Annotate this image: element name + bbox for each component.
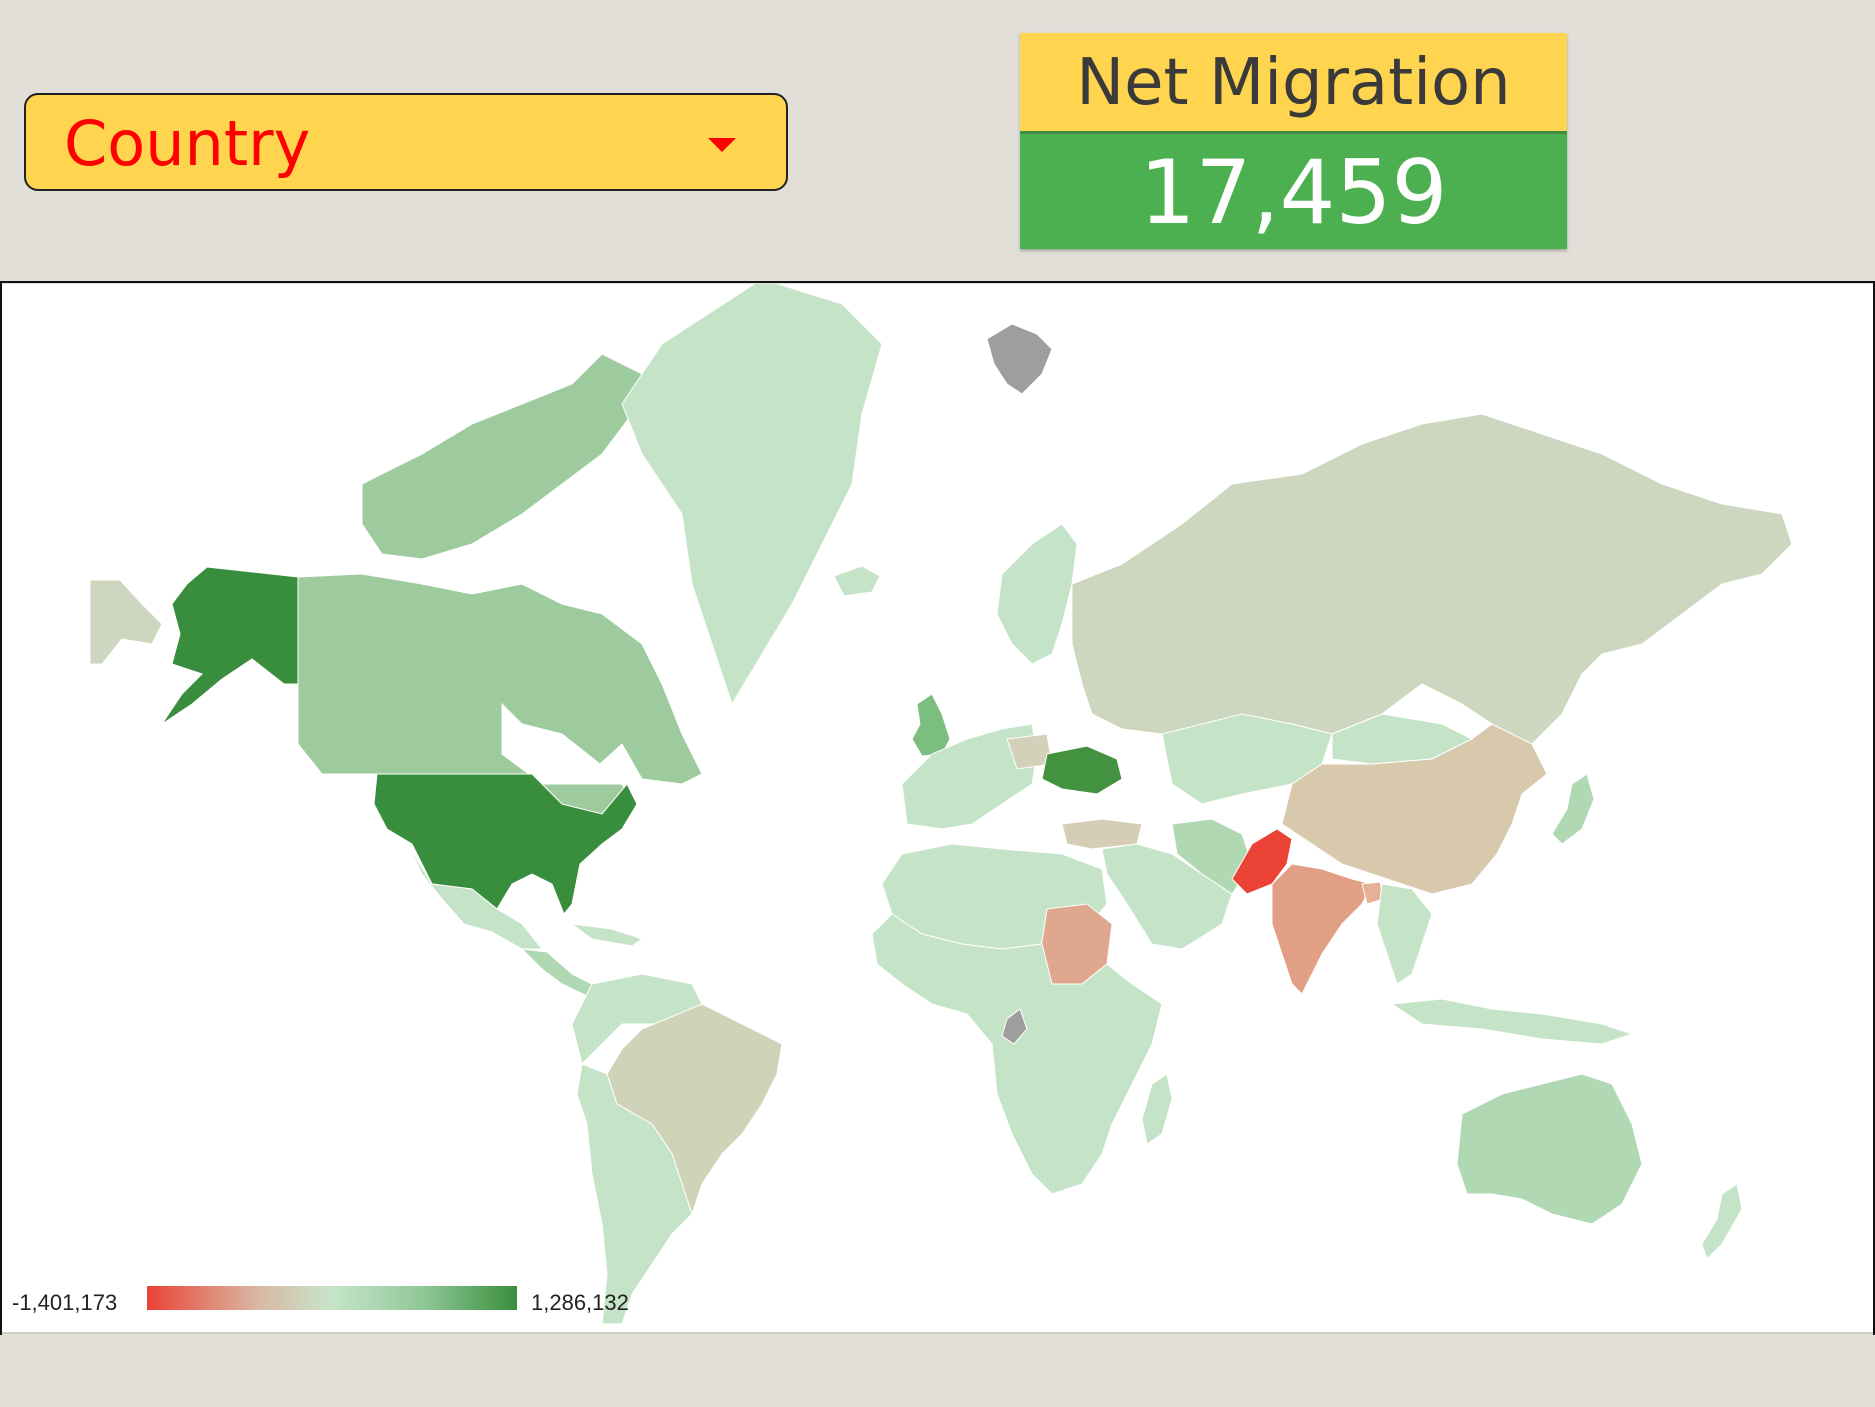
net-migration-scorecard: Net Migration 17,459 bbox=[1020, 33, 1567, 249]
region-new-zealand[interactable] bbox=[1701, 1183, 1743, 1260]
region-chukotka[interactable] bbox=[89, 579, 163, 665]
legend-max-label: 1,286,132 bbox=[531, 1290, 629, 1315]
region-canada-arctic-islands[interactable] bbox=[361, 353, 643, 560]
scorecard-value: 17,459 bbox=[1020, 131, 1567, 249]
region-western-europe[interactable] bbox=[901, 723, 1038, 830]
region-china[interactable] bbox=[1281, 723, 1548, 895]
legend-min-label: -1,401,173 bbox=[12, 1290, 118, 1315]
region-scandinavia[interactable] bbox=[996, 523, 1078, 665]
country-filter-label: Country bbox=[64, 107, 311, 180]
header-panel: Country Net Migration 17,459 bbox=[0, 0, 1875, 283]
region-svalbard[interactable] bbox=[986, 323, 1053, 395]
region-sub-saharan-africa[interactable] bbox=[871, 913, 1163, 1195]
region-pakistan[interactable] bbox=[1231, 828, 1293, 895]
region-united-states[interactable] bbox=[373, 773, 638, 915]
region-middle-east[interactable] bbox=[1101, 843, 1233, 950]
region-central-america[interactable] bbox=[520, 948, 593, 997]
region-greenland[interactable] bbox=[621, 284, 883, 706]
footer-strip bbox=[0, 1335, 1875, 1407]
scorecard-title: Net Migration bbox=[1020, 33, 1567, 131]
region-alaska[interactable] bbox=[161, 566, 299, 725]
country-filter-dropdown[interactable]: Country bbox=[24, 93, 788, 191]
region-japan[interactable] bbox=[1551, 773, 1595, 845]
legend-gradient-bar bbox=[147, 1286, 517, 1310]
region-russia[interactable] bbox=[1071, 413, 1793, 745]
region-indonesia[interactable] bbox=[1390, 998, 1634, 1045]
region-central-africa-nodata[interactable] bbox=[1001, 1008, 1028, 1045]
color-scale-legend: -1,401,173 1,286,132 bbox=[2, 1284, 702, 1324]
world-map[interactable] bbox=[2, 284, 1873, 1334]
region-mexico[interactable] bbox=[406, 843, 544, 950]
region-south-america-south[interactable] bbox=[576, 1063, 693, 1325]
region-southeast-asia[interactable] bbox=[1376, 883, 1433, 985]
region-india[interactable] bbox=[1271, 863, 1373, 995]
region-united-kingdom[interactable] bbox=[911, 693, 951, 757]
region-ukraine[interactable] bbox=[1041, 745, 1123, 795]
caret-down-icon[interactable] bbox=[708, 138, 736, 152]
region-iceland[interactable] bbox=[833, 565, 881, 597]
region-south-america-north[interactable] bbox=[571, 973, 703, 1065]
region-madagascar[interactable] bbox=[1141, 1073, 1173, 1145]
region-australia[interactable] bbox=[1456, 1073, 1643, 1225]
world-map-panel: -1,401,173 1,286,132 bbox=[2, 284, 1873, 1334]
region-caribbean[interactable] bbox=[570, 923, 644, 947]
